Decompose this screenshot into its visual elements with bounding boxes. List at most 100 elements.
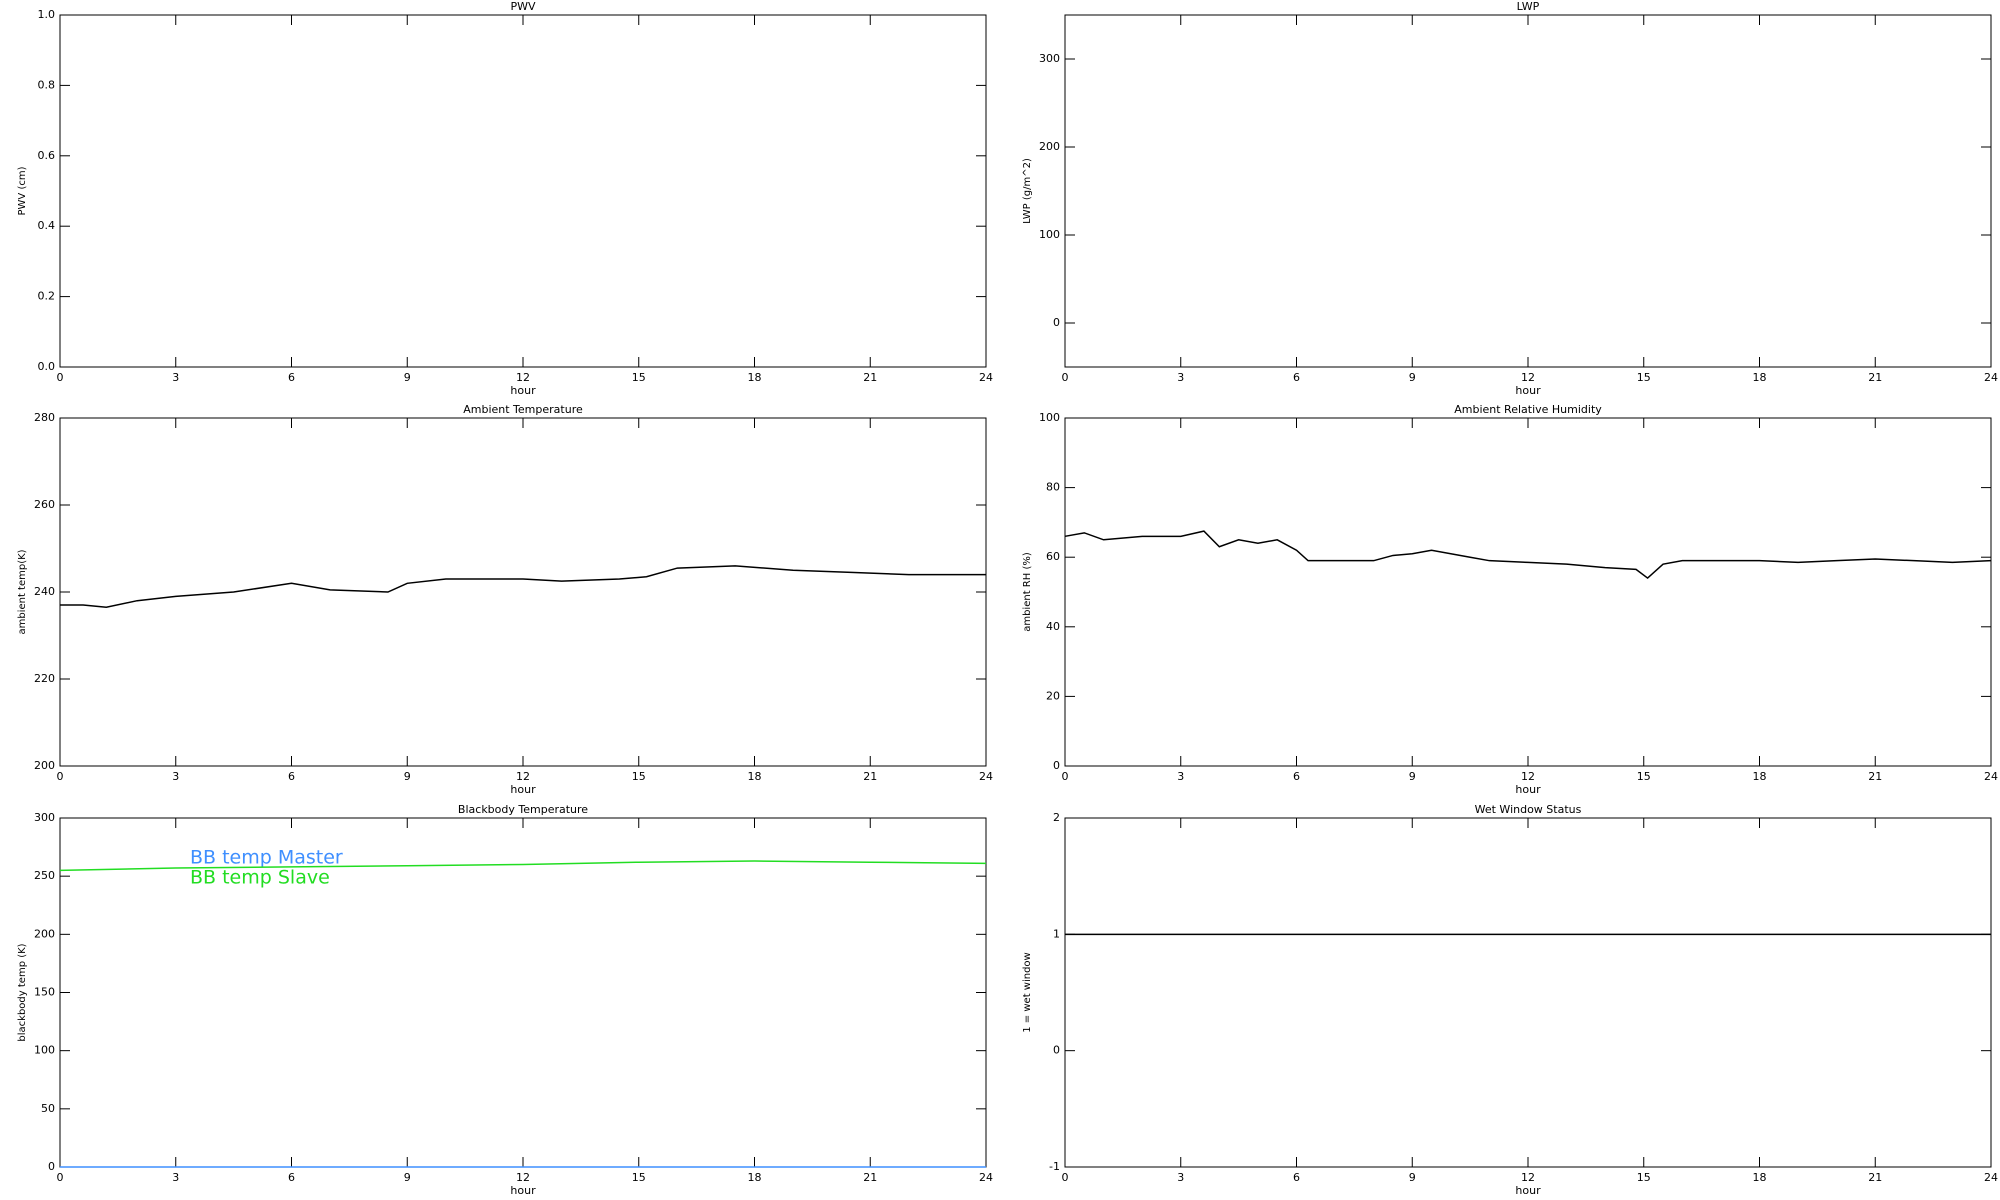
x-tick-label: 3 [172,1171,179,1184]
y-tick-label: 150 [34,986,55,999]
x-tick-label: 12 [1521,371,1535,384]
x-tick-label: 15 [632,371,646,384]
y-tick-label: 240 [34,585,55,598]
y-tick-label: 80 [1046,481,1060,494]
x-tick-label: 0 [57,770,64,783]
y-tick-label: 50 [41,1102,55,1115]
x-tick-label: 3 [1177,770,1184,783]
y-tick-label: 0 [48,1160,55,1173]
x-tick-label: 24 [1984,770,1998,783]
y-tick-label: 300 [1039,52,1060,65]
x-tick-label: 18 [748,770,762,783]
y-tick-label: 0 [1053,1044,1060,1057]
x-tick-label: 12 [1521,1171,1535,1184]
y-tick-label: 0.2 [38,290,56,303]
y-tick-label: 100 [1039,411,1060,424]
x-tick-label: 12 [1521,770,1535,783]
plot-frame [59,14,987,368]
x-tick-label: 6 [1293,770,1300,783]
x-tick-label: 12 [516,1171,530,1184]
x-tick-label: 12 [516,770,530,783]
x-axis-label: hour [510,783,536,796]
y-tick-label: 200 [34,927,55,940]
x-tick-label: 18 [748,371,762,384]
y-tick-label: 200 [34,759,55,772]
y-tick-label: 0 [1053,759,1060,772]
x-tick-label: 18 [1753,770,1767,783]
x-tick-label: 24 [1984,371,1998,384]
y-tick-label: 1 [1053,927,1060,940]
x-tick-label: 24 [979,770,993,783]
y-tick-label: 2 [1053,811,1060,824]
x-tick-label: 6 [288,371,295,384]
x-tick-label: 6 [1293,1171,1300,1184]
y-axis-label: 1 = wet window [1022,952,1033,1032]
y-axis-label: ambient RH (%) [1022,552,1033,632]
plot-frame [1064,817,1992,1168]
x-axis-label: hour [1515,783,1541,796]
y-tick-label: 100 [34,1044,55,1057]
y-tick-label: -1 [1049,1160,1060,1173]
x-tick-label: 15 [1637,371,1651,384]
y-tick-label: 250 [34,869,55,882]
y-axis-label: LWP (g/m^2) [1022,158,1033,224]
x-tick-label: 9 [404,1171,411,1184]
x-tick-label: 9 [1409,1171,1416,1184]
y-axis-label: ambient temp(K) [17,549,28,634]
y-tick-label: 200 [1039,140,1060,153]
chart-title: Ambient Temperature [463,403,583,416]
y-tick-label: 280 [34,411,55,424]
y-tick-label: 300 [34,811,55,824]
x-axis-label: hour [510,384,536,397]
plot-frame [59,417,987,767]
x-tick-label: 21 [1868,1171,1882,1184]
x-tick-label: 6 [288,770,295,783]
x-tick-label: 15 [1637,1171,1651,1184]
chart-title: Blackbody Temperature [458,803,588,816]
plot-frame [1064,14,1992,368]
y-tick-label: 40 [1046,620,1060,633]
x-tick-label: 15 [632,770,646,783]
x-tick-label: 3 [172,371,179,384]
x-tick-label: 21 [863,371,877,384]
x-tick-label: 24 [1984,1171,1998,1184]
x-tick-label: 3 [1177,371,1184,384]
x-tick-label: 3 [172,770,179,783]
x-tick-label: 18 [1753,1171,1767,1184]
y-tick-label: 0.8 [38,78,56,91]
legend-entry: BB temp Slave [190,867,330,889]
x-tick-label: 15 [1637,770,1651,783]
y-tick-label: 20 [1046,689,1060,702]
x-tick-label: 0 [1062,770,1069,783]
chart-title: Wet Window Status [1475,803,1582,816]
x-tick-label: 9 [404,371,411,384]
x-axis-label: hour [1515,384,1541,397]
x-tick-label: 9 [1409,371,1416,384]
x-tick-label: 0 [1062,371,1069,384]
x-tick-label: 18 [748,1171,762,1184]
chart-title: LWP [1517,0,1540,13]
plot-frame [1064,417,1992,767]
legend-entry: BB temp Master [190,847,343,869]
x-tick-label: 0 [1062,1171,1069,1184]
y-tick-label: 260 [34,498,55,511]
x-tick-label: 24 [979,1171,993,1184]
x-tick-label: 12 [516,371,530,384]
x-axis-label: hour [510,1184,536,1197]
x-tick-label: 0 [57,371,64,384]
y-tick-label: 0.6 [38,149,56,162]
y-axis-label: blackbody temp (K) [17,943,28,1041]
x-tick-label: 15 [632,1171,646,1184]
x-tick-label: 0 [57,1171,64,1184]
x-axis-label: hour [1515,1184,1541,1197]
y-tick-label: 1.0 [38,8,56,21]
chart-title: PWV [510,0,536,13]
data-line [1064,530,1992,580]
x-tick-label: 6 [1293,371,1300,384]
x-tick-label: 9 [404,770,411,783]
x-tick-label: 21 [863,770,877,783]
y-tick-label: 0 [1053,316,1060,329]
x-tick-label: 9 [1409,770,1416,783]
series-line [59,860,987,872]
